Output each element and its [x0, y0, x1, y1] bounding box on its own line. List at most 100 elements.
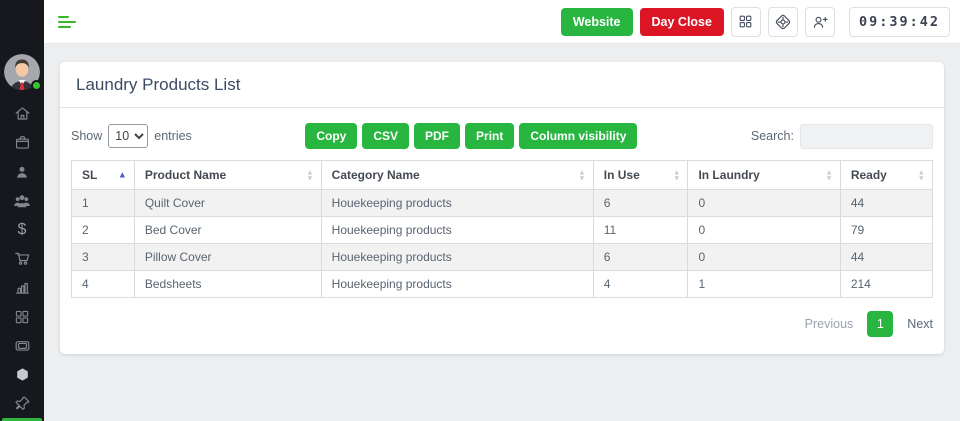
tablet-icon — [15, 341, 29, 351]
table-header-row: SL ▲ Product Name ▲ ▼ Category Name ▲ ▼ In Us… — [71, 160, 934, 190]
cell-sl: 1 — [71, 189, 135, 217]
table-row: 2 Bed Cover Houekeeping products 11 0 79 — [71, 216, 934, 244]
sidebar: $ — [0, 0, 44, 421]
cell-in-laundry: 1 — [687, 270, 841, 298]
page-length-control: Show 10 entries — [71, 124, 192, 148]
column-visibility-button[interactable]: Column visibility — [519, 123, 638, 149]
pos-button[interactable] — [767, 6, 798, 37]
search-input[interactable] — [799, 123, 933, 149]
pagination: Previous 1 Next — [71, 311, 933, 337]
column-header-in-use[interactable]: In Use ▲ ▼ — [592, 160, 689, 190]
cell-ready: 44 — [839, 243, 934, 271]
sidebar-item-purchase[interactable] — [0, 244, 44, 273]
show-label: Show — [71, 129, 103, 143]
cell-ready: 44 — [839, 189, 934, 217]
table-row: 4 Bedsheets Houekeeping products 4 1 214 — [71, 270, 934, 298]
sort-icon: ▲ ▼ — [578, 167, 586, 182]
sidebar-item-reports[interactable] — [0, 273, 44, 302]
cell-product-name: Bed Cover — [133, 216, 322, 244]
cell-in-use: 6 — [592, 189, 689, 217]
sidebar-item-finance[interactable]: $ — [0, 215, 44, 244]
sort-asc-icon: ▲ — [117, 169, 127, 180]
topbar-actions: Website Day Close 09:39:42 — [560, 6, 950, 37]
cell-in-use: 6 — [592, 243, 689, 271]
column-header-sl[interactable]: SL ▲ — [71, 160, 135, 190]
entries-select[interactable]: 10 — [108, 124, 149, 148]
sidebar-item-modules[interactable] — [0, 302, 44, 331]
card-body: Show 10 entries Copy CSV PDF Print Colum… — [60, 108, 944, 354]
add-user-button[interactable] — [804, 6, 835, 37]
user-icon — [17, 166, 27, 178]
sort-icon: ▲ ▼ — [825, 167, 833, 182]
avatar-image — [4, 54, 40, 90]
table-row: 3 Pillow Cover Houekeeping products 6 0 … — [71, 243, 934, 271]
avatar[interactable] — [4, 54, 42, 91]
pdf-button[interactable]: PDF — [414, 123, 461, 149]
menu-toggle-button[interactable] — [57, 14, 79, 30]
sidebar-item-home[interactable] — [0, 99, 44, 128]
laundry-products-card: Laundry Products List Show 10 entries Co… — [60, 62, 944, 354]
cell-category-name: Houekeeping products — [320, 216, 594, 244]
sidebar-item-laundry[interactable] — [0, 360, 44, 389]
main-content: Laundry Products List Show 10 entries Co… — [44, 44, 960, 421]
cell-in-use: 11 — [592, 216, 689, 244]
hexagon-icon — [16, 368, 28, 381]
dollar-icon: $ — [17, 220, 27, 238]
cell-in-laundry: 0 — [687, 243, 841, 271]
cell-sl: 2 — [71, 216, 135, 244]
briefcase-icon — [15, 136, 29, 149]
datatable-controls: Show 10 entries Copy CSV PDF Print Colum… — [71, 123, 933, 149]
cell-sl: 3 — [71, 243, 135, 271]
day-close-button[interactable]: Day Close — [639, 7, 724, 36]
column-header-category-name[interactable]: Category Name ▲ ▼ — [320, 160, 594, 190]
cell-in-laundry: 0 — [687, 189, 841, 217]
cell-ready: 79 — [839, 216, 934, 244]
laundry-products-table: SL ▲ Product Name ▲ ▼ Category Name ▲ ▼ In Us… — [71, 160, 934, 298]
entries-label: entries — [154, 129, 192, 143]
column-header-product-name[interactable]: Product Name ▲ ▼ — [133, 160, 322, 190]
page-title: Laundry Products List — [60, 62, 944, 108]
sort-icon: ▲ ▼ — [673, 167, 681, 182]
cell-in-use: 4 — [592, 270, 689, 298]
copy-button[interactable]: Copy — [305, 123, 358, 149]
csv-button[interactable]: CSV — [362, 123, 410, 149]
cell-category-name: Houekeeping products — [320, 270, 594, 298]
previous-page-button[interactable]: Previous — [804, 317, 854, 331]
print-button[interactable]: Print — [465, 123, 515, 149]
next-page-button[interactable]: Next — [907, 317, 933, 331]
column-header-in-laundry[interactable]: In Laundry ▲ ▼ — [687, 160, 841, 190]
website-button[interactable]: Website — [560, 7, 633, 36]
apps-button[interactable] — [730, 6, 761, 37]
search-control: Search: — [750, 123, 933, 149]
online-status-dot — [31, 80, 42, 91]
cell-sl: 4 — [71, 270, 135, 298]
cell-product-name: Bedsheets — [133, 270, 322, 298]
hamburger-icon — [58, 15, 76, 28]
cart-icon — [14, 252, 29, 265]
digital-clock: 09:39:42 — [848, 6, 950, 37]
cell-ready: 214 — [839, 270, 934, 298]
cell-category-name: Houekeeping products — [320, 243, 594, 271]
apps-grid-icon — [740, 15, 752, 28]
cell-product-name: Pillow Cover — [133, 243, 322, 271]
sidebar-item-staff[interactable] — [0, 186, 44, 215]
sidebar-item-guest[interactable] — [0, 157, 44, 186]
export-buttons: Copy CSV PDF Print Column visibility — [305, 123, 638, 149]
home-icon — [15, 107, 29, 120]
add-user-icon — [813, 16, 828, 28]
cell-product-name: Quilt Cover — [133, 189, 322, 217]
sidebar-active-indicator — [2, 418, 42, 421]
sidebar-item-inventory[interactable] — [0, 128, 44, 157]
grid-icon — [15, 310, 29, 323]
cell-in-laundry: 0 — [687, 216, 841, 244]
sort-icon: ▲ ▼ — [917, 167, 925, 182]
column-header-ready[interactable]: Ready ▲ ▼ — [839, 160, 934, 190]
bar-chart-icon — [15, 282, 29, 294]
sidebar-nav: $ — [0, 99, 44, 418]
sidebar-item-devices[interactable] — [0, 331, 44, 360]
sidebar-item-pinned[interactable] — [0, 389, 44, 418]
target-icon — [775, 14, 791, 29]
sort-icon: ▲ ▼ — [306, 167, 314, 182]
current-page-button[interactable]: 1 — [867, 311, 894, 337]
search-label: Search: — [750, 129, 794, 143]
